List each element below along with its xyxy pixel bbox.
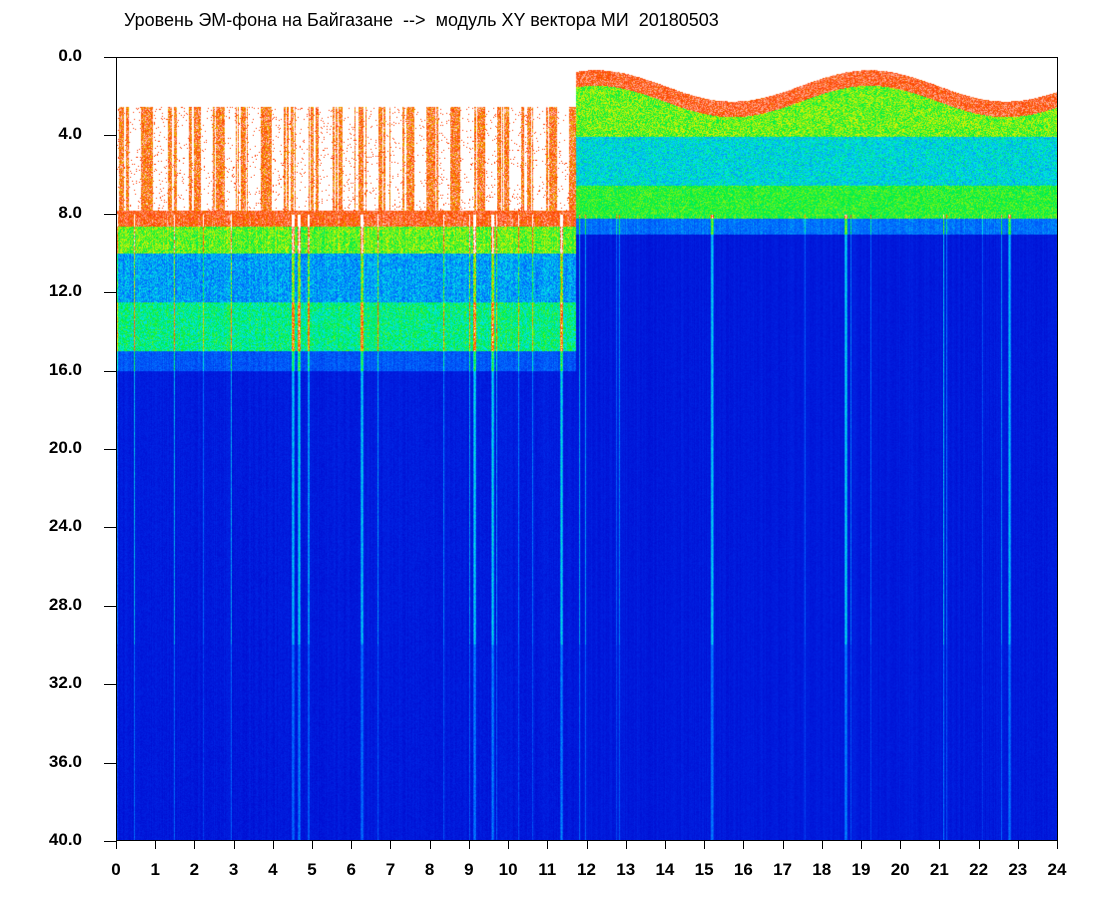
x-tick-label: 14	[655, 860, 675, 879]
y-tick-label: 24.0	[48, 516, 82, 536]
y-tick-mark	[104, 57, 116, 58]
x-tick-label: 18	[812, 860, 832, 879]
y-tick-mark	[104, 371, 116, 372]
y-tick-label: 16.0	[48, 359, 82, 379]
x-tick-mark	[626, 841, 627, 849]
x-tick-mark	[822, 841, 823, 849]
x-tick-mark	[155, 841, 156, 849]
y-tick-label: 12.0	[48, 281, 82, 301]
x-tick-mark	[900, 841, 901, 849]
x-tick-mark	[1018, 841, 1019, 849]
y-tick-label: 20.0	[48, 438, 82, 457]
x-tick-mark	[390, 841, 391, 849]
x-tick-mark	[273, 841, 274, 849]
x-tick-label: 4	[268, 860, 278, 879]
heatmap-canvas	[117, 58, 1057, 840]
y-tick-label: 8.0	[58, 202, 82, 222]
x-tick-label: 22	[969, 860, 989, 879]
x-tick-label: 20	[890, 860, 910, 879]
x-tick-label: 2	[189, 860, 200, 879]
x-tick-label: 17	[773, 860, 792, 879]
x-tick-label: 5	[307, 860, 317, 879]
x-tick-mark	[587, 841, 588, 849]
x-tick-mark	[665, 841, 666, 849]
x-tick-label: 12	[577, 860, 596, 879]
x-tick-label: 3	[228, 860, 239, 879]
y-tick-label: 32.0	[48, 673, 82, 693]
x-tick-mark	[783, 841, 784, 849]
x-tick-label: 1	[150, 860, 160, 879]
x-tick-mark	[743, 841, 744, 849]
y-tick-mark	[104, 135, 116, 136]
y-tick-mark	[104, 449, 116, 450]
x-tick-mark	[704, 841, 705, 849]
x-tick-label: 7	[385, 860, 396, 879]
y-tick-mark	[104, 763, 116, 764]
x-tick-mark	[508, 841, 509, 849]
y-tick-mark	[104, 214, 116, 215]
x-tick-mark	[861, 841, 862, 849]
x-tick-label: 0	[111, 860, 121, 879]
x-tick-mark	[194, 841, 195, 849]
y-tick-mark	[104, 841, 116, 842]
x-tick-label: 21	[929, 860, 949, 879]
x-tick-mark	[351, 841, 352, 849]
y-tick-label: 0.0	[58, 46, 82, 65]
x-tick-label: 13	[616, 860, 636, 879]
x-tick-label: 24	[1047, 860, 1067, 879]
x-tick-label: 8	[424, 860, 435, 879]
x-tick-mark	[234, 841, 235, 849]
x-tick-mark	[547, 841, 548, 849]
x-tick-mark	[116, 841, 117, 849]
y-tick-label: 4.0	[58, 124, 82, 144]
x-tick-label: 16	[733, 860, 753, 879]
x-tick-mark	[469, 841, 470, 849]
y-tick-label: 36.0	[48, 751, 82, 771]
plot-area	[116, 57, 1058, 841]
x-tick-mark	[430, 841, 431, 849]
x-tick-mark	[312, 841, 313, 849]
x-tick-label: 6	[346, 860, 356, 879]
x-tick-mark	[1057, 841, 1058, 849]
x-tick-label: 11	[538, 860, 557, 879]
y-tick-mark	[104, 684, 116, 685]
x-tick-mark	[979, 841, 980, 849]
y-tick-mark	[104, 292, 116, 293]
y-tick-mark	[104, 606, 116, 607]
y-tick-label: 28.0	[48, 594, 82, 614]
x-tick-label: 15	[694, 860, 714, 879]
x-tick-label: 19	[851, 860, 871, 879]
x-tick-label: 23	[1008, 860, 1028, 879]
x-tick-mark	[939, 841, 940, 849]
y-tick-mark	[104, 527, 116, 528]
chart-title: Уровень ЭМ-фона на Байгазане --> модуль …	[124, 10, 719, 30]
x-tick-label: 9	[464, 860, 474, 879]
x-tick-label: 10	[498, 860, 518, 879]
y-tick-label: 40.0	[48, 830, 82, 849]
